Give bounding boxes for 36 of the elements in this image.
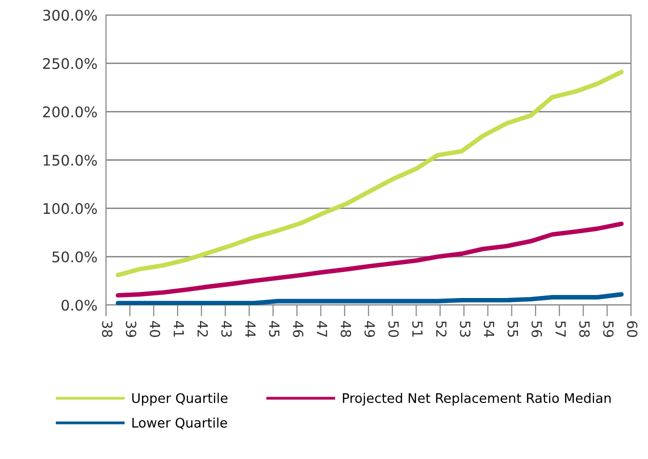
x-tick-label: 50 [388, 321, 399, 338]
x-tick-label: 42 [198, 320, 208, 337]
y-tick-label: 50.0% [52, 251, 97, 262]
x-tick-label: 46 [292, 320, 304, 338]
legend-label: Projected Net Replacement Ratio Median [342, 392, 611, 406]
x-tick-label: 59 [603, 321, 614, 337]
line-series [116, 222, 624, 298]
x-tick-label: 58 [579, 321, 590, 337]
x-tick-label: 47 [316, 320, 328, 337]
x-tick-label: 44 [245, 320, 256, 338]
x-tick-label: 45 [269, 320, 280, 337]
legend-label: Lower Quartile [132, 417, 228, 430]
y-tick-label: 200.0% [43, 106, 97, 118]
x-tick-label: 54 [484, 321, 494, 338]
x-tick-label: 48 [340, 320, 352, 337]
y-tick-label: 100.0% [44, 203, 97, 214]
x-tick-label: 52 [436, 321, 447, 337]
y-tick-label: 300.0% [43, 10, 97, 21]
y-tick-label: 150.0% [44, 154, 97, 166]
x-tick-label: 43 [221, 320, 232, 337]
line-series [116, 292, 624, 305]
x-tick-label: 55 [508, 321, 518, 337]
x-tick-label: 57 [555, 321, 566, 337]
line-series [116, 70, 624, 278]
x-tick-label: 56 [532, 321, 542, 338]
legend-label: Upper Quartile [132, 392, 228, 406]
x-tick-label: 38 [102, 321, 112, 337]
y-tick-label: 250.0% [43, 58, 97, 70]
x-tick-label: 39 [126, 321, 136, 337]
y-tick-label: 0.0% [62, 300, 97, 311]
x-tick-label: 60 [626, 321, 638, 338]
x-tick-label: 53 [460, 321, 470, 337]
x-tick-label: 51 [412, 321, 423, 337]
x-tick-label: 41 [174, 320, 184, 337]
x-tick-label: 40 [150, 320, 160, 338]
x-tick-label: 49 [364, 320, 375, 337]
